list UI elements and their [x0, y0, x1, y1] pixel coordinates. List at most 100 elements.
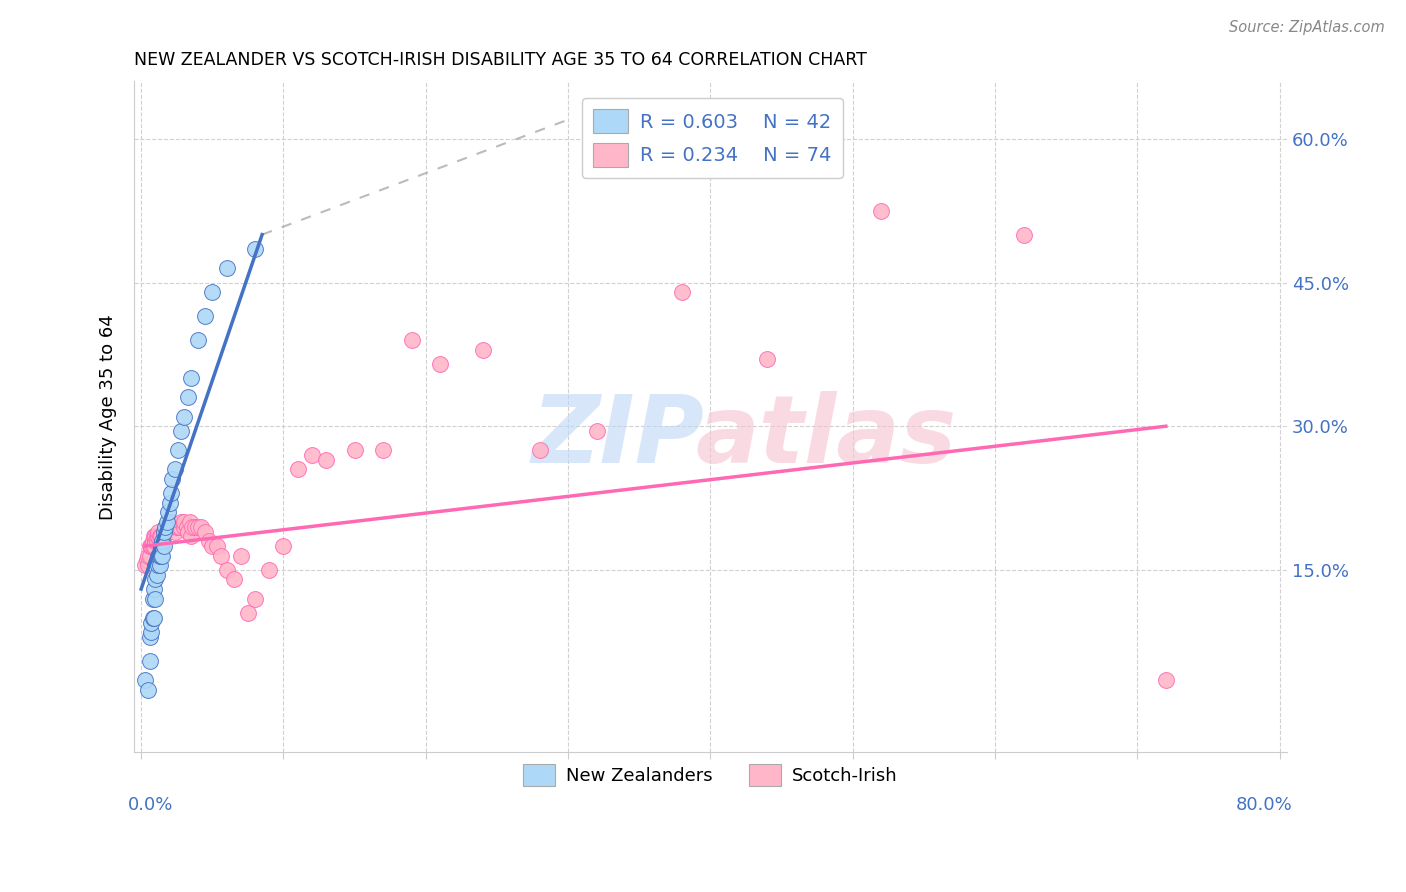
Point: [148, 529, 170, 543]
Point: [145, 558, 167, 573]
Point: [145, 591, 167, 606]
Y-axis label: Disability Age 35 to 64: Disability Age 35 to 64: [100, 314, 117, 519]
Point: [146, 553, 169, 567]
Point: [150, 549, 173, 563]
Point: [142, 582, 165, 596]
Point: [146, 529, 169, 543]
Point: [152, 534, 174, 549]
Point: [194, 309, 217, 323]
Point: [401, 333, 423, 347]
Point: [1154, 673, 1177, 687]
Point: [756, 352, 779, 367]
Point: [201, 539, 224, 553]
Point: [138, 630, 160, 644]
Point: [177, 524, 200, 539]
Point: [170, 424, 193, 438]
Point: [145, 534, 167, 549]
Point: [148, 549, 170, 563]
Point: [138, 654, 160, 668]
Text: ZIP: ZIP: [531, 391, 704, 483]
Point: [163, 520, 186, 534]
Point: [181, 520, 204, 534]
Point: [343, 443, 366, 458]
Point: [243, 591, 266, 606]
Point: [138, 539, 160, 553]
Legend: New Zealanders, Scotch-Irish: New Zealanders, Scotch-Irish: [516, 756, 905, 793]
Point: [145, 573, 167, 587]
Point: [162, 472, 184, 486]
Point: [153, 524, 176, 539]
Point: [179, 515, 201, 529]
Point: [222, 573, 245, 587]
Point: [184, 520, 207, 534]
Point: [138, 549, 160, 563]
Point: [139, 539, 162, 553]
Point: [215, 261, 238, 276]
Point: [134, 673, 156, 687]
Point: [141, 611, 163, 625]
Point: [142, 529, 165, 543]
Point: [176, 520, 198, 534]
Point: [180, 371, 202, 385]
Point: [156, 520, 179, 534]
Point: [187, 333, 209, 347]
Point: [187, 520, 209, 534]
Point: [139, 539, 162, 553]
Point: [149, 549, 172, 563]
Point: [141, 539, 163, 553]
Point: [146, 534, 169, 549]
Point: [209, 549, 232, 563]
Point: [301, 448, 323, 462]
Point: [371, 443, 394, 458]
Point: [157, 505, 180, 519]
Point: [155, 520, 177, 534]
Point: [152, 539, 174, 553]
Point: [671, 285, 693, 299]
Point: [173, 515, 195, 529]
Point: [190, 520, 212, 534]
Point: [136, 558, 159, 573]
Point: [198, 534, 221, 549]
Point: [167, 520, 190, 534]
Point: [153, 539, 176, 553]
Point: [136, 682, 159, 697]
Point: [152, 549, 174, 563]
Point: [139, 625, 162, 640]
Point: [205, 539, 228, 553]
Point: [167, 443, 190, 458]
Point: [315, 452, 337, 467]
Point: [135, 553, 157, 567]
Point: [141, 591, 163, 606]
Text: Source: ZipAtlas.com: Source: ZipAtlas.com: [1229, 20, 1385, 35]
Point: [166, 520, 188, 534]
Point: [177, 391, 200, 405]
Point: [153, 529, 176, 543]
Text: 80.0%: 80.0%: [1236, 796, 1292, 814]
Point: [149, 558, 172, 573]
Point: [170, 515, 193, 529]
Point: [159, 520, 181, 534]
Point: [145, 529, 167, 543]
Point: [243, 242, 266, 256]
Point: [156, 520, 179, 534]
Point: [429, 357, 451, 371]
Point: [142, 539, 165, 553]
Point: [150, 539, 173, 553]
Point: [273, 539, 295, 553]
Point: [287, 462, 309, 476]
Point: [236, 606, 259, 620]
Point: [201, 285, 224, 299]
Text: NEW ZEALANDER VS SCOTCH-IRISH DISABILITY AGE 35 TO 64 CORRELATION CHART: NEW ZEALANDER VS SCOTCH-IRISH DISABILITY…: [134, 51, 868, 69]
Point: [173, 520, 195, 534]
Point: [471, 343, 494, 357]
Point: [157, 520, 180, 534]
Point: [149, 529, 172, 543]
Point: [150, 539, 173, 553]
Point: [257, 563, 280, 577]
Point: [165, 524, 187, 539]
Point: [155, 524, 177, 539]
Point: [159, 496, 181, 510]
Point: [148, 524, 170, 539]
Text: 0.0%: 0.0%: [128, 796, 173, 814]
Point: [148, 558, 170, 573]
